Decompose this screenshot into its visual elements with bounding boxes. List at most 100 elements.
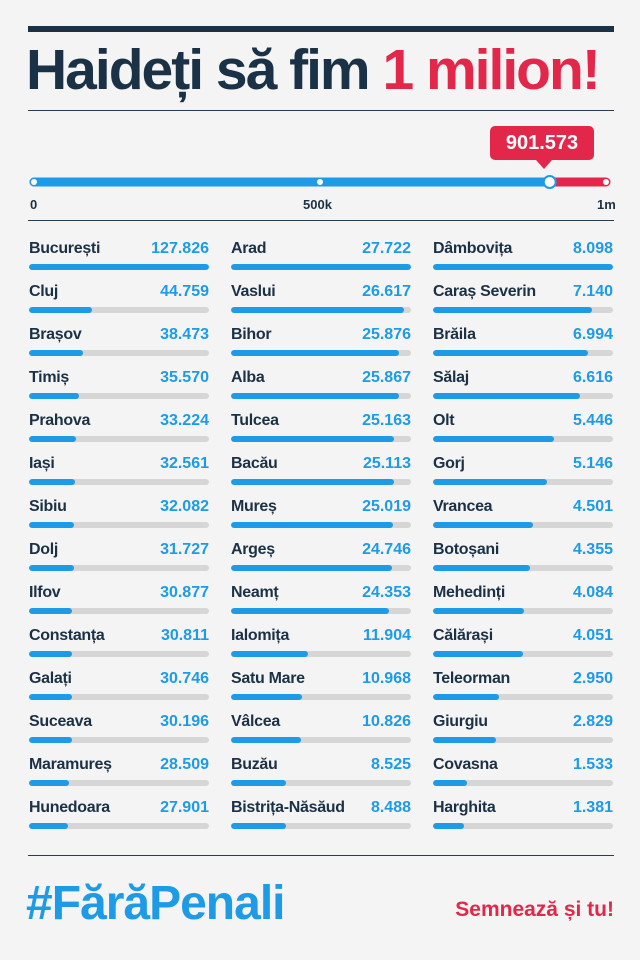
county-name: Ialomița <box>231 627 290 644</box>
progress-end-dot <box>603 179 609 185</box>
axis-label-end: 1m <box>597 197 616 212</box>
county-bar <box>29 565 74 571</box>
county-bar <box>433 307 592 313</box>
county-value: 127.826 <box>151 240 209 257</box>
county-value: 38.473 <box>160 326 209 343</box>
county-column-1: București 127.826 Cluj 44.759 Brașov 38.473 Ti… <box>29 236 209 838</box>
county-row: Timiș 35.570 <box>29 365 209 408</box>
county-bar-track <box>231 350 411 356</box>
county-bar <box>433 393 581 399</box>
county-value: 2.829 <box>572 713 613 730</box>
axis-label-mid: 500k <box>303 197 332 212</box>
county-name: Ilfov <box>29 584 61 601</box>
county-row: Teleorman 2.950 <box>433 666 613 709</box>
county-bar <box>29 307 93 313</box>
county-bar <box>433 823 464 829</box>
county-bar <box>231 522 394 528</box>
county-value: 8.525 <box>370 756 411 773</box>
sign-petition-link[interactable]: Semnează și tu! <box>455 898 614 921</box>
county-name: Caraș Severin <box>433 283 536 300</box>
county-row: Vaslui 26.617 <box>231 279 411 322</box>
county-name: Sibiu <box>29 498 67 515</box>
county-bar <box>231 694 303 700</box>
county-row: Covasna 1.533 <box>433 752 613 795</box>
county-value: 4.051 <box>572 627 613 644</box>
county-bar-track <box>29 436 209 442</box>
county-bar <box>433 608 524 614</box>
county-value: 25.876 <box>362 326 411 343</box>
county-value: 30.877 <box>160 584 209 601</box>
county-bar-track <box>29 479 209 485</box>
county-bar <box>231 651 309 657</box>
county-bar <box>29 823 69 829</box>
county-name: Prahova <box>29 412 91 429</box>
county-row: Dolj 31.727 <box>29 537 209 580</box>
county-bar-track <box>231 393 411 399</box>
county-bar-track <box>433 780 613 786</box>
county-bar <box>29 436 76 442</box>
county-value: 32.561 <box>160 455 209 472</box>
county-bar-track <box>433 565 613 571</box>
county-bar <box>231 608 390 614</box>
county-name: Bacău <box>231 455 278 472</box>
county-value: 5.446 <box>572 412 613 429</box>
county-row: Brăila 6.994 <box>433 322 613 365</box>
county-bar-track <box>231 651 411 657</box>
county-row: Maramureș 28.509 <box>29 752 209 795</box>
county-value: 33.224 <box>160 412 209 429</box>
county-bar-track <box>29 608 209 614</box>
county-value: 25.113 <box>362 455 411 472</box>
county-name: Hunedoara <box>29 799 110 816</box>
county-row: Olt 5.446 <box>433 408 613 451</box>
county-bar <box>231 264 411 270</box>
county-bar-track <box>231 264 411 270</box>
county-name: Maramureș <box>29 756 112 773</box>
county-bar-track <box>29 264 209 270</box>
county-name: Teleorman <box>433 670 511 687</box>
county-bar-track <box>231 307 411 313</box>
county-value: 1.533 <box>572 756 613 773</box>
county-bar-track <box>231 436 411 442</box>
county-bar-track <box>433 350 613 356</box>
county-name: Neamț <box>231 584 279 601</box>
county-bar-track <box>29 350 209 356</box>
county-bar <box>231 350 399 356</box>
county-name: Giurgiu <box>433 713 488 730</box>
county-value: 25.163 <box>362 412 411 429</box>
county-value: 30.811 <box>160 627 209 644</box>
county-bar-track <box>29 522 209 528</box>
county-row: Argeș 24.746 <box>231 537 411 580</box>
county-value: 5.146 <box>572 455 613 472</box>
county-value: 44.759 <box>160 283 209 300</box>
county-value: 30.746 <box>160 670 209 687</box>
county-name: Tulcea <box>231 412 279 429</box>
county-value: 6.616 <box>572 369 613 386</box>
county-bar-track <box>29 393 209 399</box>
county-bar <box>29 522 75 528</box>
county-row: Caraș Severin 7.140 <box>433 279 613 322</box>
county-row: Ilfov 30.877 <box>29 580 209 623</box>
county-row: Suceava 30.196 <box>29 709 209 752</box>
county-row: Sibiu 32.082 <box>29 494 209 537</box>
county-row: Ialomița 11.904 <box>231 623 411 666</box>
county-bar <box>231 737 302 743</box>
county-row: Călărași 4.051 <box>433 623 613 666</box>
county-value: 7.140 <box>572 283 613 300</box>
county-name: Alba <box>231 369 265 386</box>
county-bar-track <box>433 479 613 485</box>
county-name: Brăila <box>433 326 476 343</box>
county-name: Mehedinți <box>433 584 505 601</box>
county-row: Gorj 5.146 <box>433 451 613 494</box>
county-value: 4.084 <box>572 584 613 601</box>
county-bar-track <box>231 694 411 700</box>
county-bar-track <box>433 823 613 829</box>
county-bar-track <box>231 479 411 485</box>
county-row: Hunedoara 27.901 <box>29 795 209 838</box>
county-row: Mehedinți 4.084 <box>433 580 613 623</box>
county-value: 4.355 <box>572 541 613 558</box>
county-bar <box>433 436 555 442</box>
county-name: Dâmbovița <box>433 240 513 257</box>
county-bar-track <box>433 694 613 700</box>
county-name: Satu Mare <box>231 670 305 687</box>
county-row: Sălaj 6.616 <box>433 365 613 408</box>
